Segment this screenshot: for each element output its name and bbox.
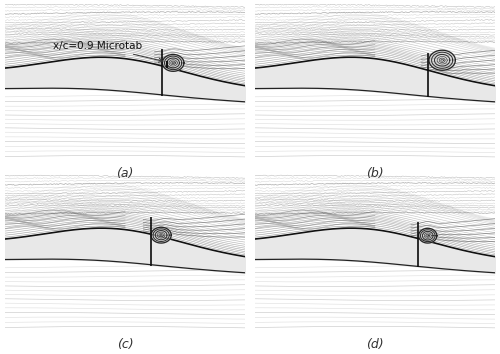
Text: (a): (a) <box>116 167 134 179</box>
Polygon shape <box>418 228 437 243</box>
Text: (b): (b) <box>366 167 384 179</box>
Polygon shape <box>429 50 456 70</box>
Polygon shape <box>162 55 184 72</box>
Polygon shape <box>151 227 171 243</box>
Text: (c): (c) <box>117 337 134 350</box>
Text: (d): (d) <box>366 337 384 350</box>
Text: x/c=0.9 Microtab: x/c=0.9 Microtab <box>53 41 163 62</box>
